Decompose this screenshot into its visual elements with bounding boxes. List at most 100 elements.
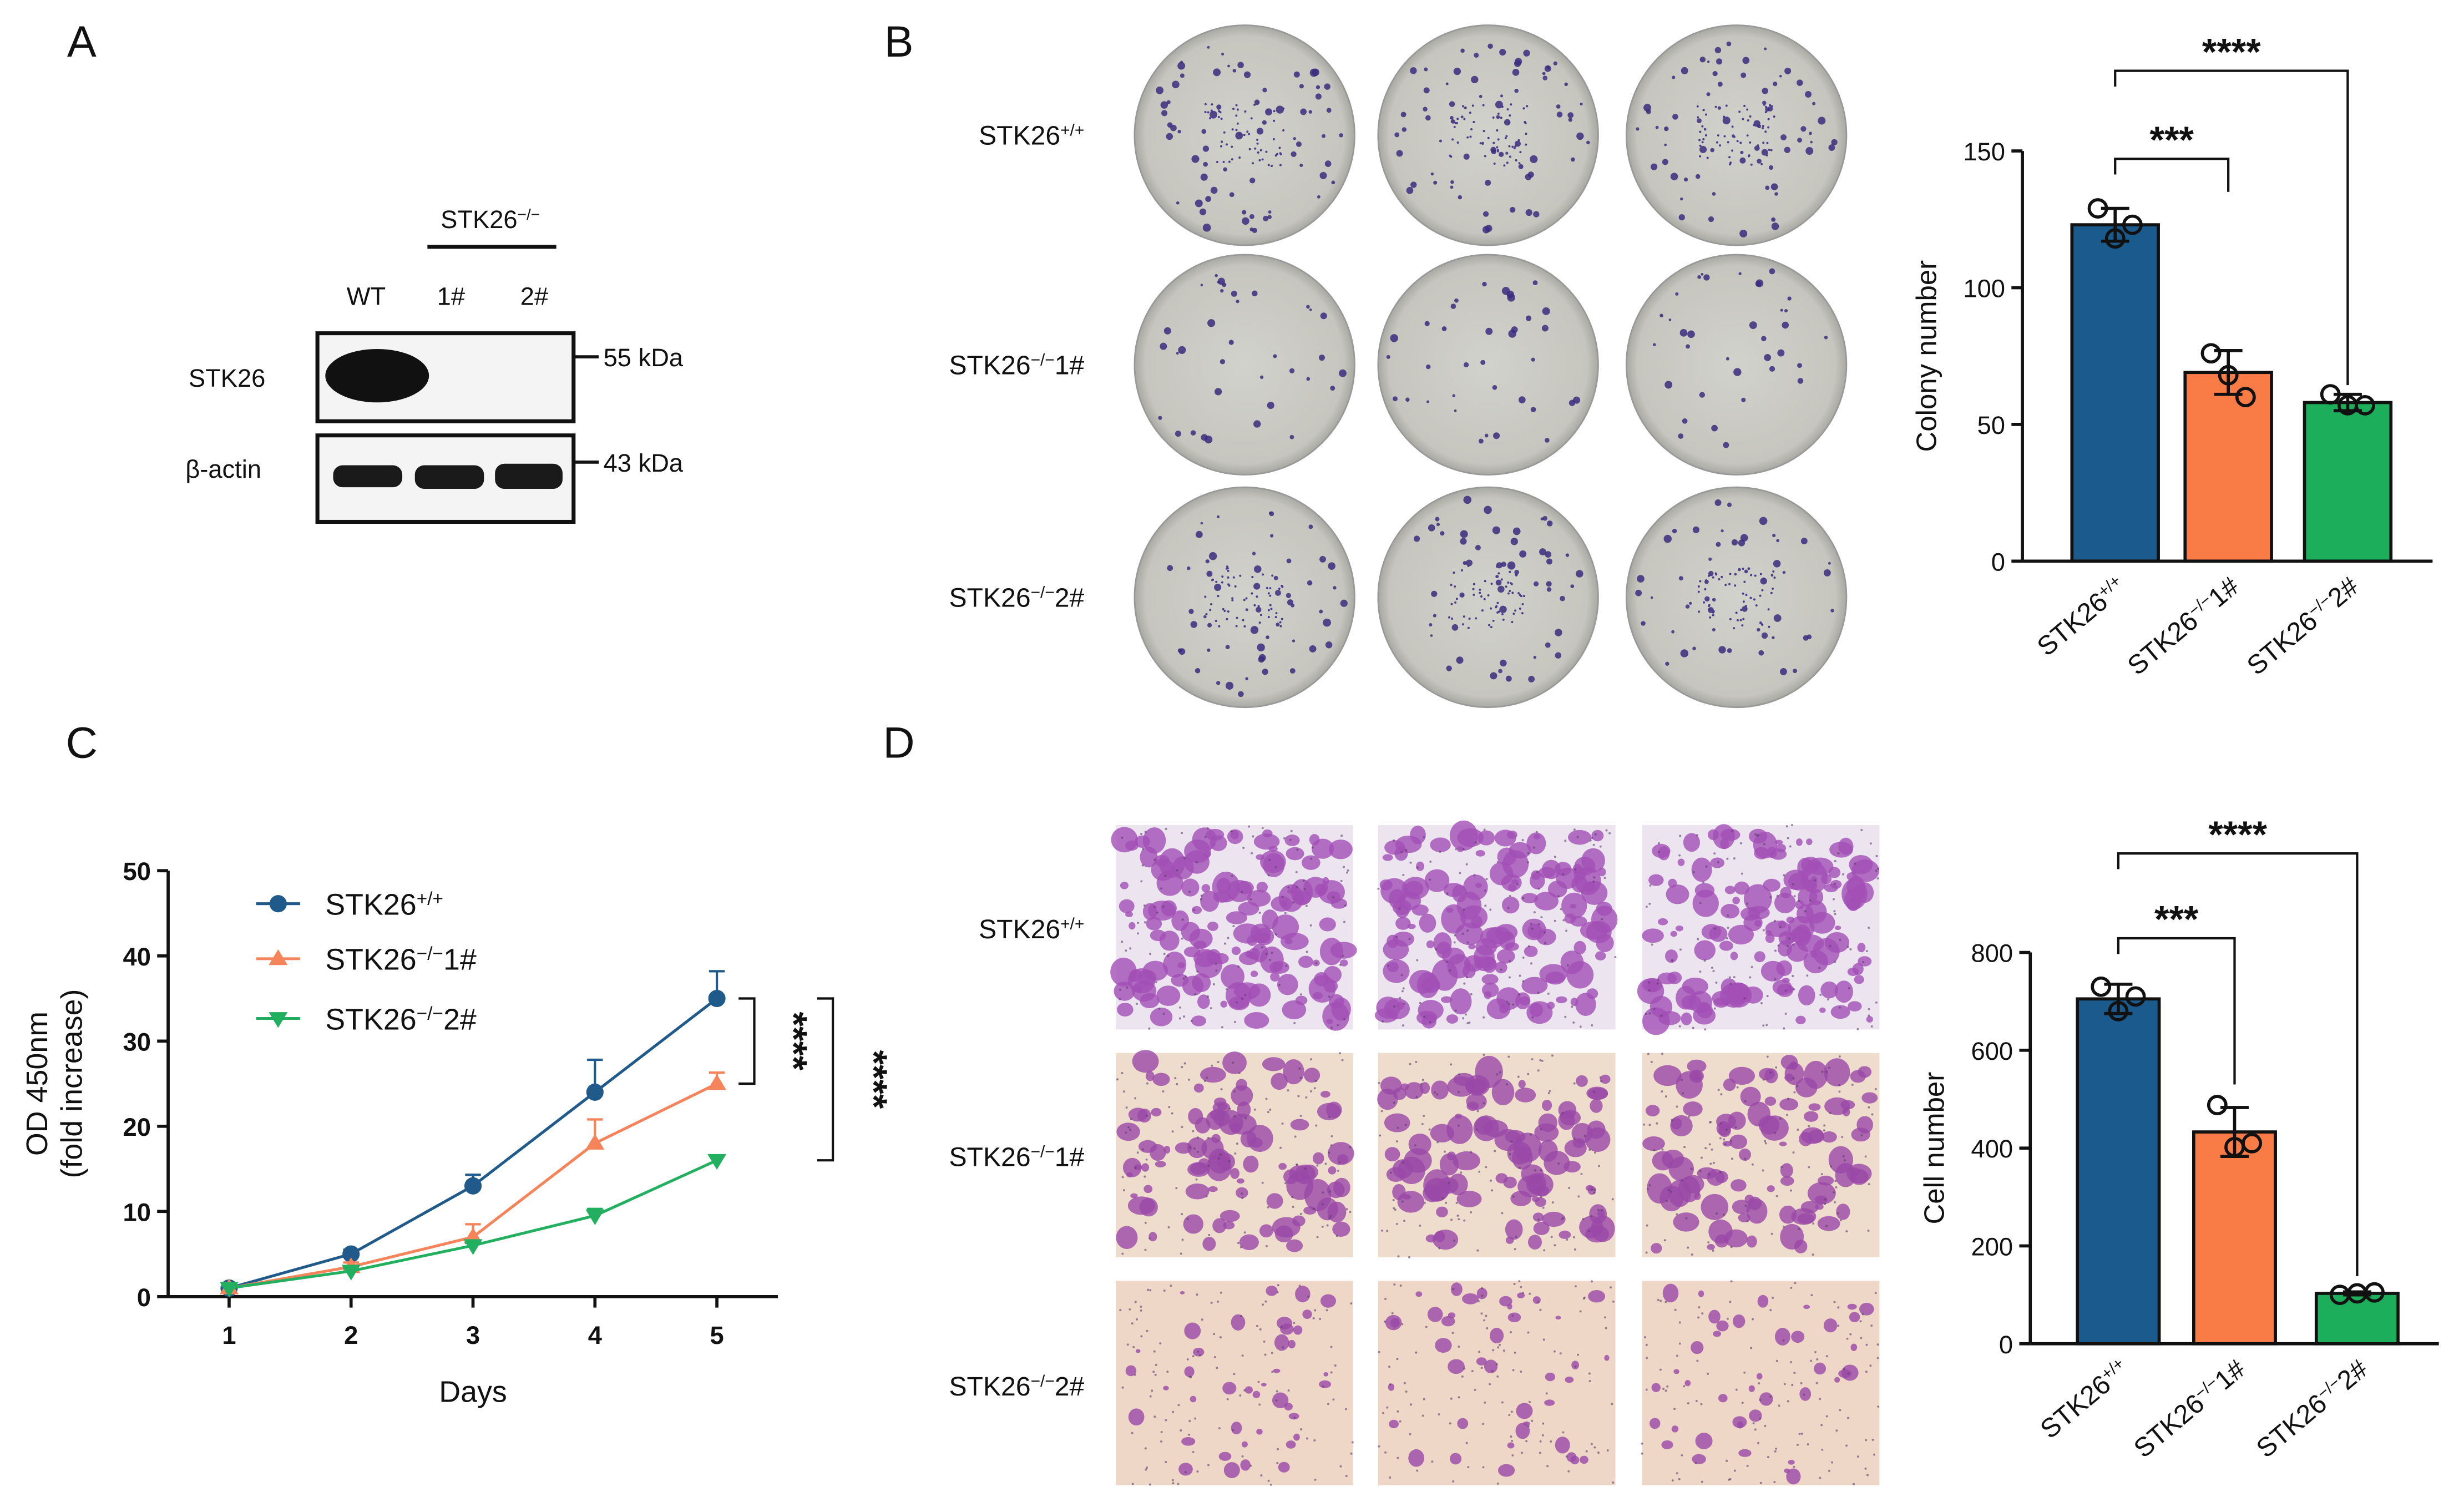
cell: [1259, 1224, 1273, 1238]
pore: [1149, 1289, 1152, 1292]
cell: [1818, 1175, 1834, 1186]
colony: [1716, 141, 1718, 144]
colony: [1570, 584, 1575, 589]
pore: [1605, 829, 1608, 832]
pore: [1328, 1217, 1330, 1220]
pore: [1181, 918, 1184, 921]
cell: [1436, 1206, 1448, 1217]
pore: [1794, 1282, 1797, 1285]
pore: [1573, 1248, 1576, 1251]
pore: [1121, 836, 1124, 839]
colony: [1450, 603, 1453, 605]
pore: [1573, 828, 1576, 831]
colony: [1317, 195, 1320, 199]
pore: [1226, 1398, 1229, 1400]
colony: [1272, 138, 1275, 140]
pore: [1277, 1284, 1279, 1287]
pore: [1730, 1246, 1733, 1248]
colony: [1514, 569, 1520, 575]
pore: [1153, 906, 1156, 908]
pore: [1207, 1464, 1210, 1467]
pore: [1565, 1455, 1568, 1458]
colony: [1762, 127, 1764, 129]
cell: [1377, 1088, 1398, 1110]
cell: [1834, 926, 1841, 931]
pore: [1697, 1316, 1700, 1319]
colony: [1764, 111, 1767, 114]
cell: [1559, 1230, 1571, 1239]
colony: [1565, 553, 1570, 557]
pore: [1276, 1390, 1278, 1393]
pore: [1797, 1129, 1799, 1131]
row-label: STK26: [189, 364, 265, 392]
pore: [1421, 1123, 1424, 1126]
colony: [1234, 585, 1237, 588]
pore: [1766, 1055, 1769, 1058]
cell: [1847, 967, 1859, 977]
colony: [1460, 115, 1464, 119]
pore: [1386, 1406, 1389, 1409]
cell: [1587, 1088, 1608, 1100]
cell: [1481, 974, 1499, 985]
pore: [1546, 1465, 1549, 1468]
pore: [1420, 1083, 1423, 1085]
cell: [1585, 1127, 1611, 1152]
pore: [1744, 1205, 1747, 1207]
pore: [1416, 959, 1419, 962]
pore: [1707, 1372, 1709, 1375]
colony: [1204, 111, 1207, 114]
cell: [1476, 1357, 1487, 1366]
pore: [1588, 1149, 1591, 1151]
cell: [1446, 907, 1454, 913]
colony: [1729, 618, 1732, 620]
colony: [1546, 65, 1550, 69]
colony: [1797, 378, 1804, 384]
colony: [1500, 117, 1502, 119]
colony: [1273, 119, 1276, 122]
pore: [1182, 977, 1185, 980]
pore: [1257, 1380, 1260, 1383]
pore: [1733, 857, 1736, 860]
colony: [1253, 583, 1261, 590]
pore: [1759, 1399, 1762, 1402]
cell: [1178, 1463, 1193, 1476]
colony: [1225, 143, 1228, 146]
pore: [1397, 1255, 1400, 1258]
cell: [1804, 1111, 1819, 1122]
cell: [1501, 896, 1520, 914]
cell: [1319, 917, 1336, 932]
colony: [1449, 101, 1455, 107]
pore: [1186, 1217, 1189, 1220]
pore: [1183, 857, 1186, 859]
colony: [1655, 125, 1659, 129]
cell: [1780, 887, 1792, 898]
pore: [1848, 987, 1850, 989]
pore: [1144, 1447, 1147, 1450]
pore: [1609, 1286, 1612, 1289]
cell: [1526, 832, 1546, 854]
pore: [1244, 994, 1247, 997]
colony: [1217, 116, 1220, 119]
colony: [1228, 584, 1231, 587]
pore: [1683, 1385, 1686, 1388]
pore: [1762, 1078, 1765, 1081]
pore: [1463, 1367, 1466, 1370]
label: STK26−/−1#: [325, 943, 477, 977]
colony: [1797, 79, 1803, 86]
cell: [1647, 980, 1658, 992]
cell: [1673, 1212, 1699, 1232]
colony: [1525, 133, 1527, 135]
colony: [1267, 402, 1274, 409]
x-axis-label: Days: [439, 1376, 507, 1409]
pore: [1685, 1217, 1688, 1220]
pore: [1466, 941, 1469, 944]
significance-bracket: [738, 997, 756, 1085]
y-tick-label: 600: [1971, 1037, 2013, 1065]
pore: [1326, 1224, 1329, 1227]
cell: [1184, 1322, 1201, 1339]
pore: [1384, 1297, 1387, 1300]
pore: [1560, 908, 1562, 911]
pore: [1403, 1003, 1405, 1005]
cell: [1400, 1083, 1409, 1090]
pore: [1531, 1016, 1534, 1019]
